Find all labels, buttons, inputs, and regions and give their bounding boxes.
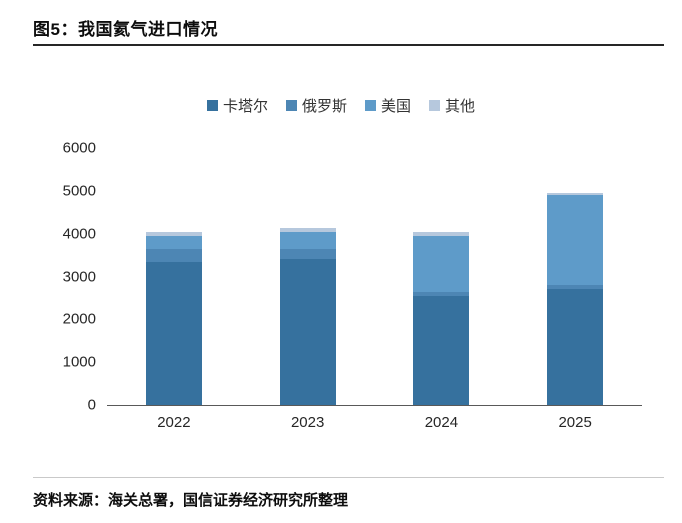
legend-swatch xyxy=(365,100,376,111)
y-axis: 0 1000 2000 3000 4000 5000 6000 xyxy=(0,140,96,414)
stacked-bar xyxy=(547,148,604,405)
bar-segment xyxy=(279,248,336,260)
legend-swatch xyxy=(285,100,297,111)
stacked-bar xyxy=(145,148,202,405)
bar-segment xyxy=(145,261,202,405)
x-axis-label: 2022 xyxy=(157,414,191,431)
legend-label: 卡塔尔 xyxy=(222,98,268,115)
plot-area xyxy=(107,148,642,406)
bar-segment xyxy=(413,295,470,405)
legend-item: 卡塔尔 xyxy=(206,95,268,116)
bar-slot xyxy=(375,148,509,405)
bar-segment xyxy=(279,259,336,405)
bar-segment xyxy=(547,285,604,290)
legend-label: 美国 xyxy=(381,98,412,115)
bar-slot xyxy=(107,148,241,405)
legend-swatch xyxy=(206,100,218,111)
x-axis-label: 2023 xyxy=(290,414,325,431)
x-axis-label: 2024 xyxy=(424,414,459,431)
bar-segment xyxy=(547,195,604,286)
bar-segment xyxy=(279,231,336,249)
chart-legend: 卡塔尔 俄罗斯 美国 其他 xyxy=(0,95,682,116)
bar-segment xyxy=(279,228,336,232)
y-axis-label: 5000 xyxy=(62,182,96,200)
legend-label: 其他 xyxy=(445,98,476,115)
y-axis-label: 4000 xyxy=(62,225,96,243)
bar-slot xyxy=(241,148,375,405)
bar-segment xyxy=(413,231,470,236)
x-axis-labels: 2022 2023 2024 2025 xyxy=(107,414,642,431)
y-axis-label: 6000 xyxy=(62,139,96,157)
y-axis-label: 2000 xyxy=(62,310,96,328)
bar-segment xyxy=(145,231,202,236)
source-text: 资料来源：海关总署，国信证券经济研究所整理 xyxy=(33,492,349,509)
title-divider xyxy=(33,44,664,46)
stacked-bar xyxy=(279,148,336,405)
stacked-bar xyxy=(413,148,470,405)
y-axis-label: 3000 xyxy=(62,268,96,285)
legend-swatch xyxy=(429,100,441,111)
y-axis-label: 0 xyxy=(87,396,96,414)
x-axis-label: 2025 xyxy=(558,414,592,431)
footer-divider xyxy=(33,477,664,478)
bar-slot xyxy=(508,148,642,405)
bar-segment xyxy=(547,289,604,405)
legend-item: 美国 xyxy=(365,95,411,116)
legend-item: 俄罗斯 xyxy=(285,95,347,116)
chart-title: 图5：我国氦气进口情况 xyxy=(33,20,218,39)
bar-segment xyxy=(145,248,202,262)
legend-item: 其他 xyxy=(429,95,475,116)
bar-segment xyxy=(547,193,604,196)
bar-segment xyxy=(413,235,470,292)
legend-label: 俄罗斯 xyxy=(301,98,347,115)
bars-container xyxy=(107,148,642,405)
y-axis-label: 1000 xyxy=(62,353,96,371)
bar-segment xyxy=(145,235,202,249)
bar-segment xyxy=(413,291,470,296)
